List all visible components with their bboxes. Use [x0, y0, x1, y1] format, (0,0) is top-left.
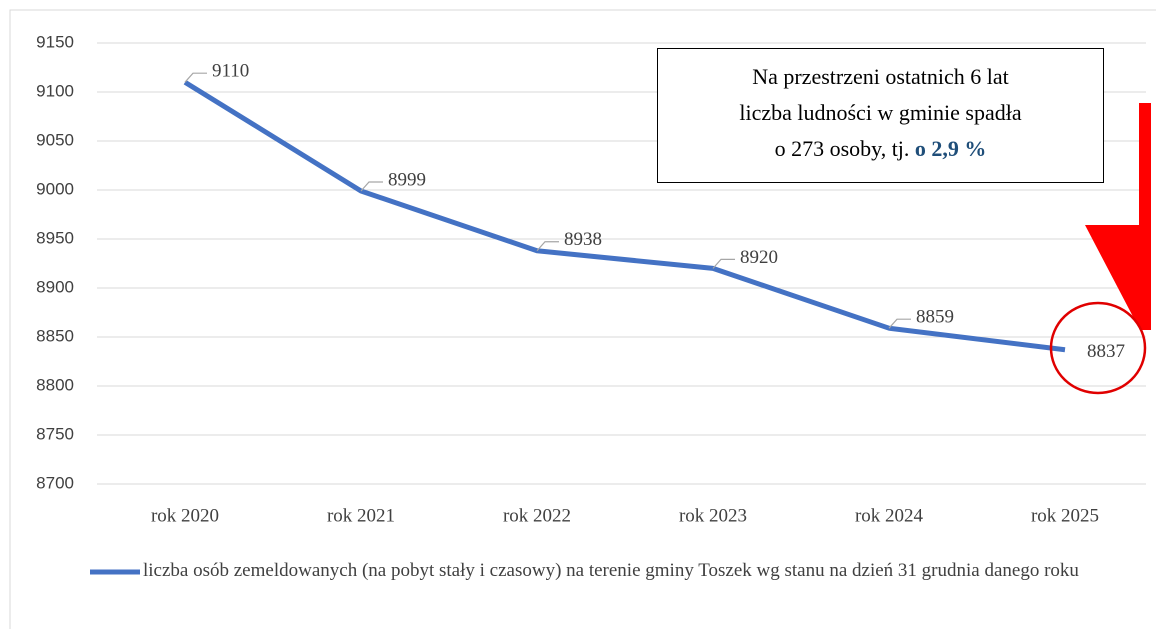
annotation-line: Na przestrzeni ostatnich 6 lat [752, 64, 1009, 89]
data-label: 9110 [212, 61, 249, 82]
y-tick-label: 9000 [36, 179, 74, 198]
x-tick-label: rok 2024 [855, 505, 924, 526]
annotation-highlight: o 2,9 % [914, 136, 987, 161]
y-tick-label: 8950 [36, 228, 74, 247]
x-tick-label: rok 2021 [327, 505, 395, 526]
line-series [183, 80, 1066, 353]
x-tick-label: rok 2025 [1031, 505, 1099, 526]
marks: 9110 8999 8938 8920 8859 8837 [183, 61, 1125, 362]
legend-label: liczba osób zemeldowanych (na pobyt stał… [143, 560, 1079, 581]
annotation-box: Na przestrzeni ostatnich 6 lat liczba lud… [657, 48, 1104, 183]
data-label: 8938 [564, 229, 602, 250]
grid: 8700 8750 8800 8850 8900 8950 9000 9050 9100 9150… [36, 32, 1146, 526]
x-tick-label: rok 2022 [503, 505, 571, 526]
chart-frame [9, 9, 1156, 629]
label-leader [712, 258, 735, 269]
y-tick-label: 8900 [36, 277, 74, 296]
y-tick-label: 8800 [36, 375, 74, 394]
label-leader [184, 72, 207, 83]
data-label: 8920 [740, 247, 778, 268]
data-label: 8999 [388, 169, 426, 190]
y-tick-label: 8750 [36, 424, 74, 443]
label-leader [888, 318, 911, 329]
y-tick-label: 9150 [36, 32, 74, 51]
annotation-line: o 273 osoby, tj. [774, 136, 910, 161]
x-tick-label: rok 2023 [679, 505, 747, 526]
data-label: 8859 [916, 307, 954, 328]
y-tick-label: 9050 [36, 130, 74, 149]
label-leader [360, 181, 383, 192]
y-tick-label: 9100 [36, 81, 74, 100]
label-leader [536, 241, 559, 252]
x-tick-label: rok 2020 [151, 505, 219, 526]
highlight-circle [1049, 301, 1147, 395]
y-tick-label: 8700 [36, 473, 74, 492]
down-arrow [1085, 103, 1151, 330]
data-label: 8837 [1087, 341, 1125, 362]
annotation-line: liczba ludności w gminie spadła [739, 100, 1022, 125]
y-tick-label: 8850 [36, 326, 74, 345]
